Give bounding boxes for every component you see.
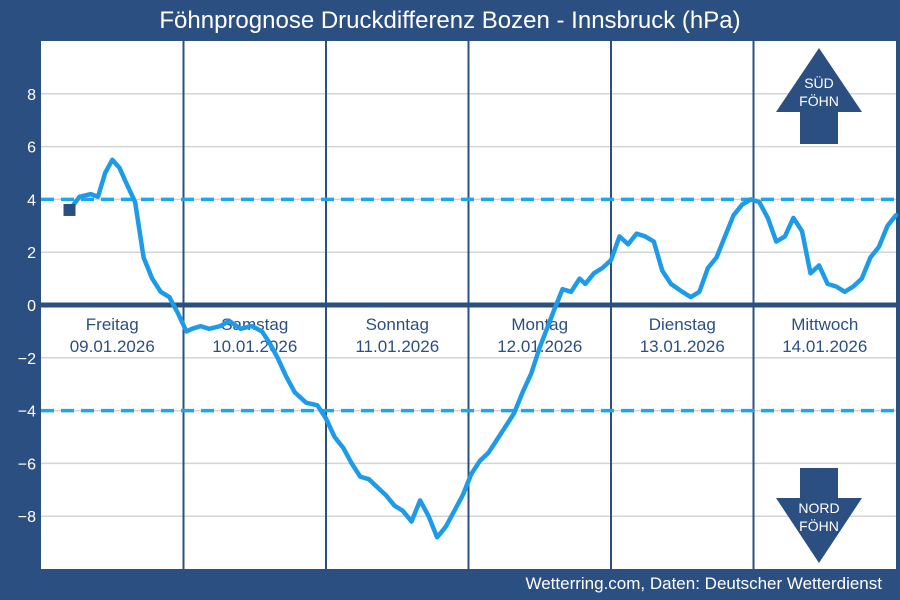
source-credit: Wetterring.com, Daten: Deutscher Wetterd… bbox=[525, 574, 882, 593]
series-group bbox=[63, 157, 899, 540]
day-labels: Freitag09.01.2026Samstag10.01.2026Sonnta… bbox=[70, 315, 868, 356]
y-tick-label: −4 bbox=[18, 404, 36, 421]
day-date-label: 13.01.2026 bbox=[640, 337, 725, 356]
north-foehn-arrow: NORD FÖHN bbox=[776, 468, 862, 563]
north-foehn-label-line2: FÖHN bbox=[799, 517, 839, 534]
day-name-label: Montag bbox=[511, 315, 568, 334]
y-axis-ticks: −8 −6 −4 −2 0 2 4 6 8 bbox=[18, 87, 36, 526]
south-foehn-arrow: SÜD FÖHN bbox=[776, 48, 862, 144]
south-foehn-label-line2: FÖHN bbox=[799, 92, 839, 109]
y-tick-label: 2 bbox=[27, 245, 36, 262]
day-date-label: 11.01.2026 bbox=[355, 337, 439, 356]
y-tick-label: 6 bbox=[27, 140, 36, 157]
y-tick-label: 0 bbox=[27, 298, 36, 315]
day-date-label: 09.01.2026 bbox=[70, 337, 155, 356]
day-date-label: 14.01.2026 bbox=[782, 337, 867, 356]
y-tick-label: −8 bbox=[18, 509, 36, 526]
day-name-label: Dienstag bbox=[649, 315, 716, 334]
day-name-label: Mittwoch bbox=[791, 315, 858, 334]
y-tick-label: −6 bbox=[18, 456, 36, 473]
arrow-up-icon bbox=[776, 48, 862, 144]
day-date-label: 10.01.2026 bbox=[212, 337, 297, 356]
y-tick-label: 8 bbox=[27, 87, 36, 104]
chart-title: Föhnprognose Druckdifferenz Bozen - Inns… bbox=[159, 7, 741, 34]
pressure-difference-line bbox=[67, 157, 899, 540]
north-foehn-label-line1: NORD bbox=[798, 500, 839, 516]
day-name-label: Freitag bbox=[86, 315, 139, 334]
arrow-down-icon bbox=[776, 468, 862, 563]
current-value-marker bbox=[63, 203, 76, 216]
y-tick-label: 4 bbox=[27, 192, 36, 209]
day-name-label: Sonntag bbox=[366, 315, 429, 334]
y-tick-label: −2 bbox=[18, 351, 36, 368]
south-foehn-label-line1: SÜD bbox=[804, 74, 834, 91]
